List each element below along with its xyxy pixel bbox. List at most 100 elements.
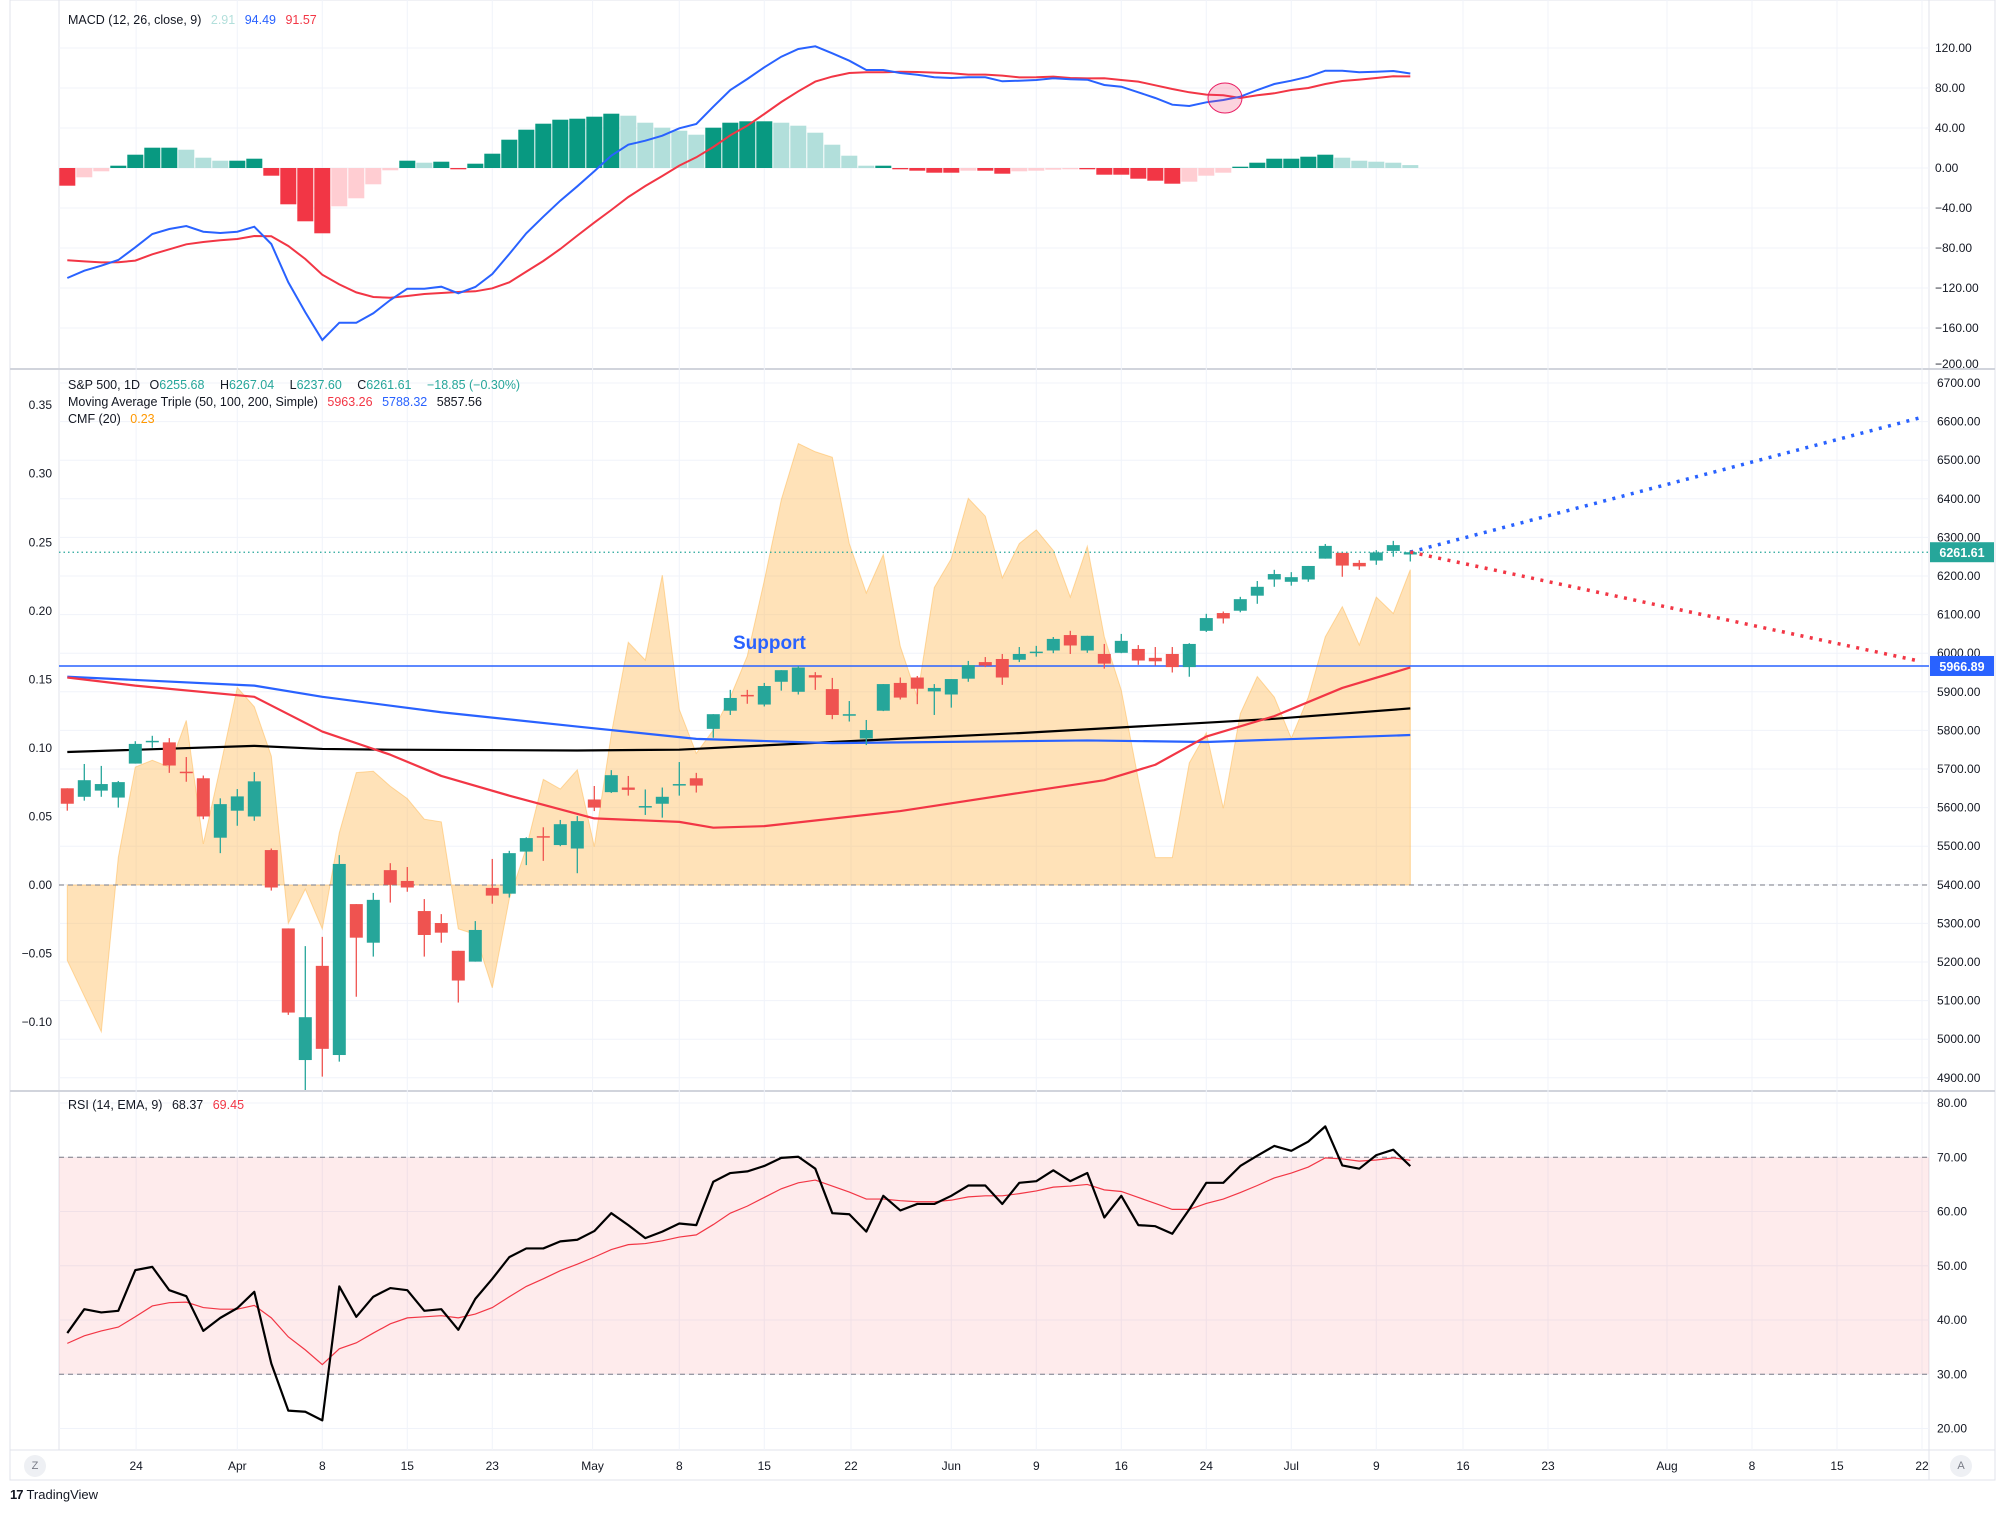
candle[interactable] bbox=[1352, 560, 1366, 570]
candle[interactable] bbox=[1284, 572, 1298, 586]
candle[interactable] bbox=[179, 757, 193, 782]
candle[interactable] bbox=[468, 921, 482, 962]
chart-frame bbox=[9, 0, 1996, 1481]
candle[interactable] bbox=[451, 950, 465, 1003]
candle[interactable] bbox=[536, 827, 550, 861]
macd-axis[interactable]: 120.00 80.00 40.00 0.00 −40.00 −80.00 −120.00 −… bbox=[1935, 41, 1979, 371]
candle[interactable] bbox=[1216, 611, 1230, 624]
candle[interactable] bbox=[1012, 647, 1026, 663]
candle[interactable] bbox=[1029, 645, 1043, 657]
candle[interactable] bbox=[315, 936, 329, 1077]
candle[interactable] bbox=[196, 775, 210, 820]
candle[interactable] bbox=[774, 670, 788, 691]
macd-legend[interactable]: MACD (12, 26, close, 9) 2.91 94.49 91.57 bbox=[68, 12, 323, 29]
projection-bull-line[interactable] bbox=[1409, 416, 1920, 554]
candle[interactable] bbox=[842, 701, 856, 722]
candle[interactable] bbox=[1148, 647, 1162, 666]
candle[interactable] bbox=[587, 785, 601, 812]
candle[interactable] bbox=[128, 741, 142, 764]
candle[interactable] bbox=[791, 665, 805, 695]
candle[interactable] bbox=[604, 770, 618, 793]
rsi-axis[interactable]: 80.00 70.00 60.00 50.00 40.00 30.00 20.00 bbox=[1937, 1096, 1967, 1436]
candle[interactable] bbox=[366, 892, 380, 957]
candle[interactable] bbox=[689, 772, 703, 793]
candle[interactable] bbox=[247, 772, 261, 821]
candle[interactable] bbox=[281, 928, 295, 1015]
auto-scale-button[interactable]: A bbox=[1950, 1455, 1972, 1477]
candle[interactable] bbox=[213, 798, 227, 854]
candle[interactable] bbox=[94, 765, 108, 797]
candle[interactable] bbox=[145, 735, 159, 748]
time-axis[interactable]: 24 Apr 8 15 23 May 8 15 22 Jun 9 16 24 Jul 9 16 23 Aug 8 15… bbox=[129, 1459, 1929, 1473]
price-legend[interactable]: S&P 500, 1D O6255.68 H6267.04 L6237.60 C… bbox=[68, 377, 526, 428]
candle[interactable] bbox=[230, 789, 244, 826]
rsi-legend[interactable]: RSI (14, EMA, 9) 68.37 69.45 bbox=[68, 1097, 250, 1114]
price-axis-label: 5100.00 bbox=[1937, 994, 1981, 1008]
candle[interactable] bbox=[1182, 643, 1196, 677]
candle[interactable] bbox=[1080, 635, 1094, 653]
candle[interactable] bbox=[519, 837, 533, 866]
candle[interactable] bbox=[859, 719, 873, 746]
candle[interactable] bbox=[1131, 645, 1145, 665]
candle[interactable] bbox=[1301, 565, 1315, 582]
candle[interactable] bbox=[910, 675, 924, 705]
candle[interactable] bbox=[1063, 630, 1077, 654]
candle[interactable] bbox=[485, 858, 499, 904]
candle[interactable] bbox=[434, 914, 448, 943]
candle[interactable] bbox=[1114, 633, 1128, 654]
candle[interactable] bbox=[349, 904, 363, 997]
candle[interactable] bbox=[876, 684, 890, 712]
candle[interactable] bbox=[706, 714, 720, 738]
candle[interactable] bbox=[332, 855, 346, 1062]
candle[interactable] bbox=[672, 762, 686, 796]
candle[interactable] bbox=[298, 946, 312, 1090]
candle[interactable] bbox=[1233, 596, 1247, 613]
tradingview-logo[interactable]: 17 TradingView bbox=[10, 1487, 98, 1502]
candle-body bbox=[1386, 545, 1400, 551]
candle[interactable] bbox=[60, 788, 74, 811]
candle[interactable] bbox=[1046, 636, 1060, 654]
candle[interactable] bbox=[621, 775, 635, 796]
candle[interactable] bbox=[1386, 540, 1400, 557]
cmf-axis[interactable]: 0.35 0.30 0.25 0.20 0.15 0.10 0.05 0.00 −0.05 −0.… bbox=[22, 398, 53, 1029]
candle[interactable] bbox=[757, 682, 771, 707]
candle[interactable] bbox=[1267, 569, 1281, 587]
candle-body bbox=[1114, 640, 1128, 653]
candle[interactable] bbox=[162, 738, 176, 773]
price-axis[interactable]: 6700.00 6600.00 6500.00 6400.00 6300.00 6200.… bbox=[1937, 376, 1981, 1085]
candle[interactable] bbox=[1250, 581, 1264, 604]
candle[interactable] bbox=[995, 653, 1009, 685]
candle[interactable] bbox=[111, 780, 125, 808]
candle[interactable] bbox=[1335, 552, 1349, 577]
candle[interactable] bbox=[1369, 550, 1383, 565]
candle[interactable] bbox=[400, 867, 414, 892]
candle[interactable] bbox=[808, 672, 822, 690]
candle[interactable] bbox=[655, 787, 669, 818]
candle[interactable] bbox=[927, 684, 941, 715]
candle[interactable] bbox=[740, 689, 754, 704]
candle[interactable] bbox=[638, 789, 652, 815]
candle-body bbox=[366, 899, 380, 943]
candle[interactable] bbox=[1097, 643, 1111, 669]
candle[interactable] bbox=[825, 677, 839, 720]
macd-histogram-bar bbox=[1045, 168, 1062, 170]
candle[interactable] bbox=[1165, 647, 1179, 673]
candle[interactable] bbox=[417, 899, 431, 957]
candle[interactable] bbox=[723, 689, 737, 715]
candle[interactable] bbox=[264, 848, 278, 891]
candle[interactable] bbox=[944, 679, 958, 708]
candle[interactable] bbox=[77, 763, 91, 801]
crossover-marker-circle[interactable] bbox=[1207, 82, 1243, 114]
candle[interactable] bbox=[570, 816, 584, 874]
candle[interactable] bbox=[1199, 613, 1213, 632]
projection-bear-line[interactable] bbox=[1409, 550, 1919, 663]
candle[interactable] bbox=[893, 677, 907, 700]
zoom-reset-button[interactable]: Z bbox=[24, 1455, 46, 1477]
candle[interactable] bbox=[961, 660, 975, 682]
candle[interactable] bbox=[383, 863, 397, 903]
candle[interactable] bbox=[502, 850, 516, 898]
candle[interactable] bbox=[1318, 543, 1332, 559]
candle[interactable] bbox=[978, 657, 992, 668]
candle[interactable] bbox=[553, 819, 567, 847]
